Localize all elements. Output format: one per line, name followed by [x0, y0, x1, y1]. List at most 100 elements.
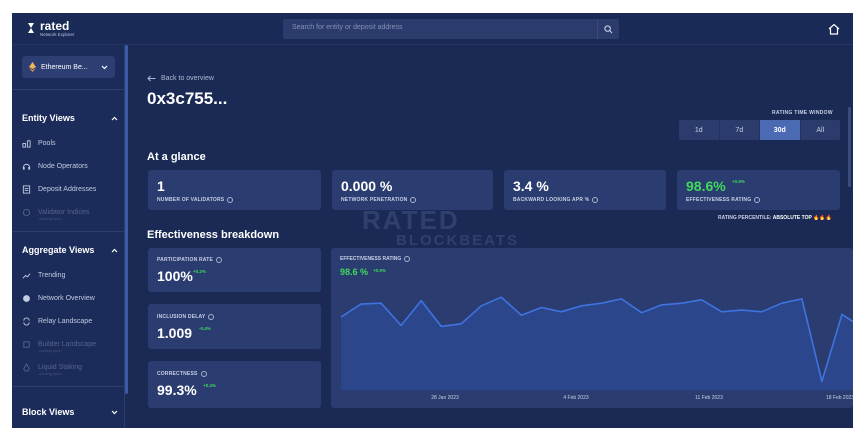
- back-link[interactable]: Back to overview: [147, 75, 214, 82]
- block-views-title: Block Views: [22, 407, 75, 417]
- chevron-down-icon: [111, 410, 118, 414]
- x-tick-label: 4 Feb 2023: [563, 395, 589, 401]
- tab-7d[interactable]: 7d: [720, 120, 760, 140]
- effectiveness-chart-card: 28 Jan 2023 4 Feb 2023 11 Feb 2023 18 Feb 2…: [331, 248, 853, 408]
- percentile-value: ABSOLUTE TOP: [772, 215, 812, 221]
- x-tick-label: 11 Feb 2023: [695, 395, 723, 401]
- x-tick-label: 28 Jan 2023: [431, 395, 459, 401]
- card-value: 98.6%: [686, 178, 726, 194]
- sidebar-item-network-overview[interactable]: Network Overview: [22, 291, 118, 305]
- home-icon[interactable]: [827, 22, 841, 36]
- card-label-text: BACKWARD LOOKING APR %: [513, 197, 590, 203]
- sidebar-item-label: Validator Indices: [38, 208, 90, 216]
- entity-views-header[interactable]: Entity Views: [22, 111, 118, 125]
- card-label: NETWORK PENETRATION: [341, 197, 417, 203]
- card-delta: +0.9%: [732, 179, 745, 184]
- card-label: CORRECTNESS: [157, 371, 207, 377]
- sidebar-item-label: Node Operators: [38, 162, 88, 170]
- page-title: 0x3c755...: [147, 89, 228, 108]
- search-icon: [604, 24, 613, 33]
- search-button[interactable]: [597, 19, 619, 39]
- card-label-text: INCLUSION DELAY: [157, 314, 206, 320]
- card-value: 3.4 %: [513, 178, 549, 194]
- info-icon[interactable]: [754, 197, 761, 203]
- x-tick-label: 18 Feb 2023: [826, 395, 853, 401]
- card-value: 0.000 %: [341, 178, 393, 194]
- sidebar-item-trending[interactable]: Trending: [22, 268, 118, 282]
- sidebar: Ethereum Be... Entity Views Pools Node O…: [12, 45, 128, 428]
- info-icon[interactable]: [410, 197, 417, 203]
- builder-icon: [23, 340, 30, 348]
- info-icon[interactable]: [592, 197, 599, 203]
- tab-30d[interactable]: 30d: [760, 120, 801, 140]
- card-delta: +0.2%: [193, 269, 206, 274]
- logo[interactable]: rated Network Explorer: [26, 20, 75, 38]
- search-input[interactable]: Search for entity or deposit address: [292, 24, 403, 31]
- effectiveness-chart[interactable]: 28 Jan 2023 4 Feb 2023 11 Feb 2023 18 Feb 2…: [331, 248, 853, 408]
- sidebar-item-builder-landscape: Builder Landscape coming soon: [22, 337, 118, 353]
- sidebar-item-deposit-addresses[interactable]: Deposit Addresses: [22, 182, 118, 196]
- divider: [12, 89, 125, 90]
- info-icon[interactable]: [404, 256, 411, 262]
- chart-headline-delta: +0.9%: [373, 268, 386, 273]
- ethereum-icon: [29, 62, 36, 72]
- sidebar-item-pools[interactable]: Pools: [22, 136, 118, 150]
- sidebar-item-node-operators[interactable]: Node Operators: [22, 159, 118, 173]
- sidebar-item-sublabel: coming soon: [39, 348, 62, 353]
- info-icon[interactable]: [227, 197, 234, 203]
- card-label: INCLUSION DELAY: [157, 314, 215, 320]
- sidebar-scrollbar[interactable]: [125, 45, 128, 394]
- info-icon[interactable]: [216, 257, 223, 263]
- participation-rate-card: PARTICIPATION RATE 100% +0.2%: [148, 248, 321, 292]
- chart-area: [341, 297, 853, 390]
- aggregate-views-header[interactable]: Aggregate Views: [22, 243, 118, 257]
- pools-icon: [22, 139, 31, 148]
- divider: [12, 386, 125, 387]
- sidebar-item-validator-indices: Validator Indices coming soon: [22, 205, 118, 221]
- entity-views-title: Entity Views: [22, 113, 75, 123]
- fire-icon: 🔥🔥🔥: [813, 215, 832, 221]
- effectiveness-rating-card: 98.6% +0.9% EFFECTIVENESS RATING: [677, 170, 840, 210]
- info-icon[interactable]: [200, 371, 207, 377]
- card-value: 1.009: [157, 325, 193, 341]
- liquid-icon: [23, 362, 30, 371]
- sidebar-item-sublabel: coming soon: [39, 371, 62, 376]
- tab-all[interactable]: All: [816, 126, 825, 134]
- aggregate-views-title: Aggregate Views: [22, 245, 95, 255]
- headset-icon: [22, 163, 31, 170]
- chart-title-text: EFFECTIVENESS RATING: [340, 256, 402, 262]
- time-window-label: RATING TIME WINDOW: [772, 110, 833, 116]
- card-delta: +0.4%: [203, 383, 216, 388]
- info-icon[interactable]: [208, 314, 215, 320]
- sidebar-item-label: Pools: [38, 139, 56, 147]
- network-selector[interactable]: Ethereum Be...: [22, 56, 115, 78]
- globe-icon: [23, 294, 30, 302]
- relay-icon: [23, 317, 30, 325]
- search-bar[interactable]: Search for entity or deposit address: [283, 19, 619, 39]
- network-selector-label: Ethereum Be...: [41, 63, 88, 71]
- chevron-down-icon: [101, 65, 108, 69]
- rating-percentile: RATING PERCENTILE: ABSOLUTE TOP 🔥🔥🔥: [718, 215, 832, 221]
- main-scrollbar[interactable]: [848, 107, 851, 187]
- sidebar-item-liquid-staking: Liquid Staking coming soon: [22, 360, 118, 376]
- card-label: PARTICIPATION RATE: [157, 257, 223, 263]
- chart-headline-value: 98.6 %: [340, 267, 369, 277]
- card-label-text: NUMBER OF VALIDATORS: [157, 197, 225, 203]
- time-window-tabs: 1d 7d 30d All: [679, 120, 840, 140]
- at-a-glance-title: At a glance: [147, 151, 206, 163]
- sidebar-item-label: Builder Landscape: [38, 340, 96, 348]
- sidebar-item-label: Network Overview: [38, 294, 95, 302]
- sidebar-item-relay-landscape[interactable]: Relay Landscape: [22, 314, 118, 328]
- block-views-header[interactable]: Block Views: [22, 405, 118, 419]
- back-link-label: Back to overview: [161, 75, 214, 82]
- tab-1d[interactable]: 1d: [679, 120, 720, 140]
- card-value: 100%: [157, 268, 193, 284]
- document-icon: [22, 184, 31, 194]
- card-label: NUMBER OF VALIDATORS: [157, 197, 234, 203]
- main-content: Back to overview 0x3c755... RATING TIME …: [126, 45, 853, 428]
- arrow-left-icon: [147, 75, 156, 82]
- divider: [12, 231, 125, 232]
- effectiveness-breakdown-title: Effectiveness breakdown: [147, 229, 280, 241]
- card-label: EFFECTIVENESS RATING: [686, 197, 761, 203]
- sidebar-item-label: Trending: [38, 271, 66, 279]
